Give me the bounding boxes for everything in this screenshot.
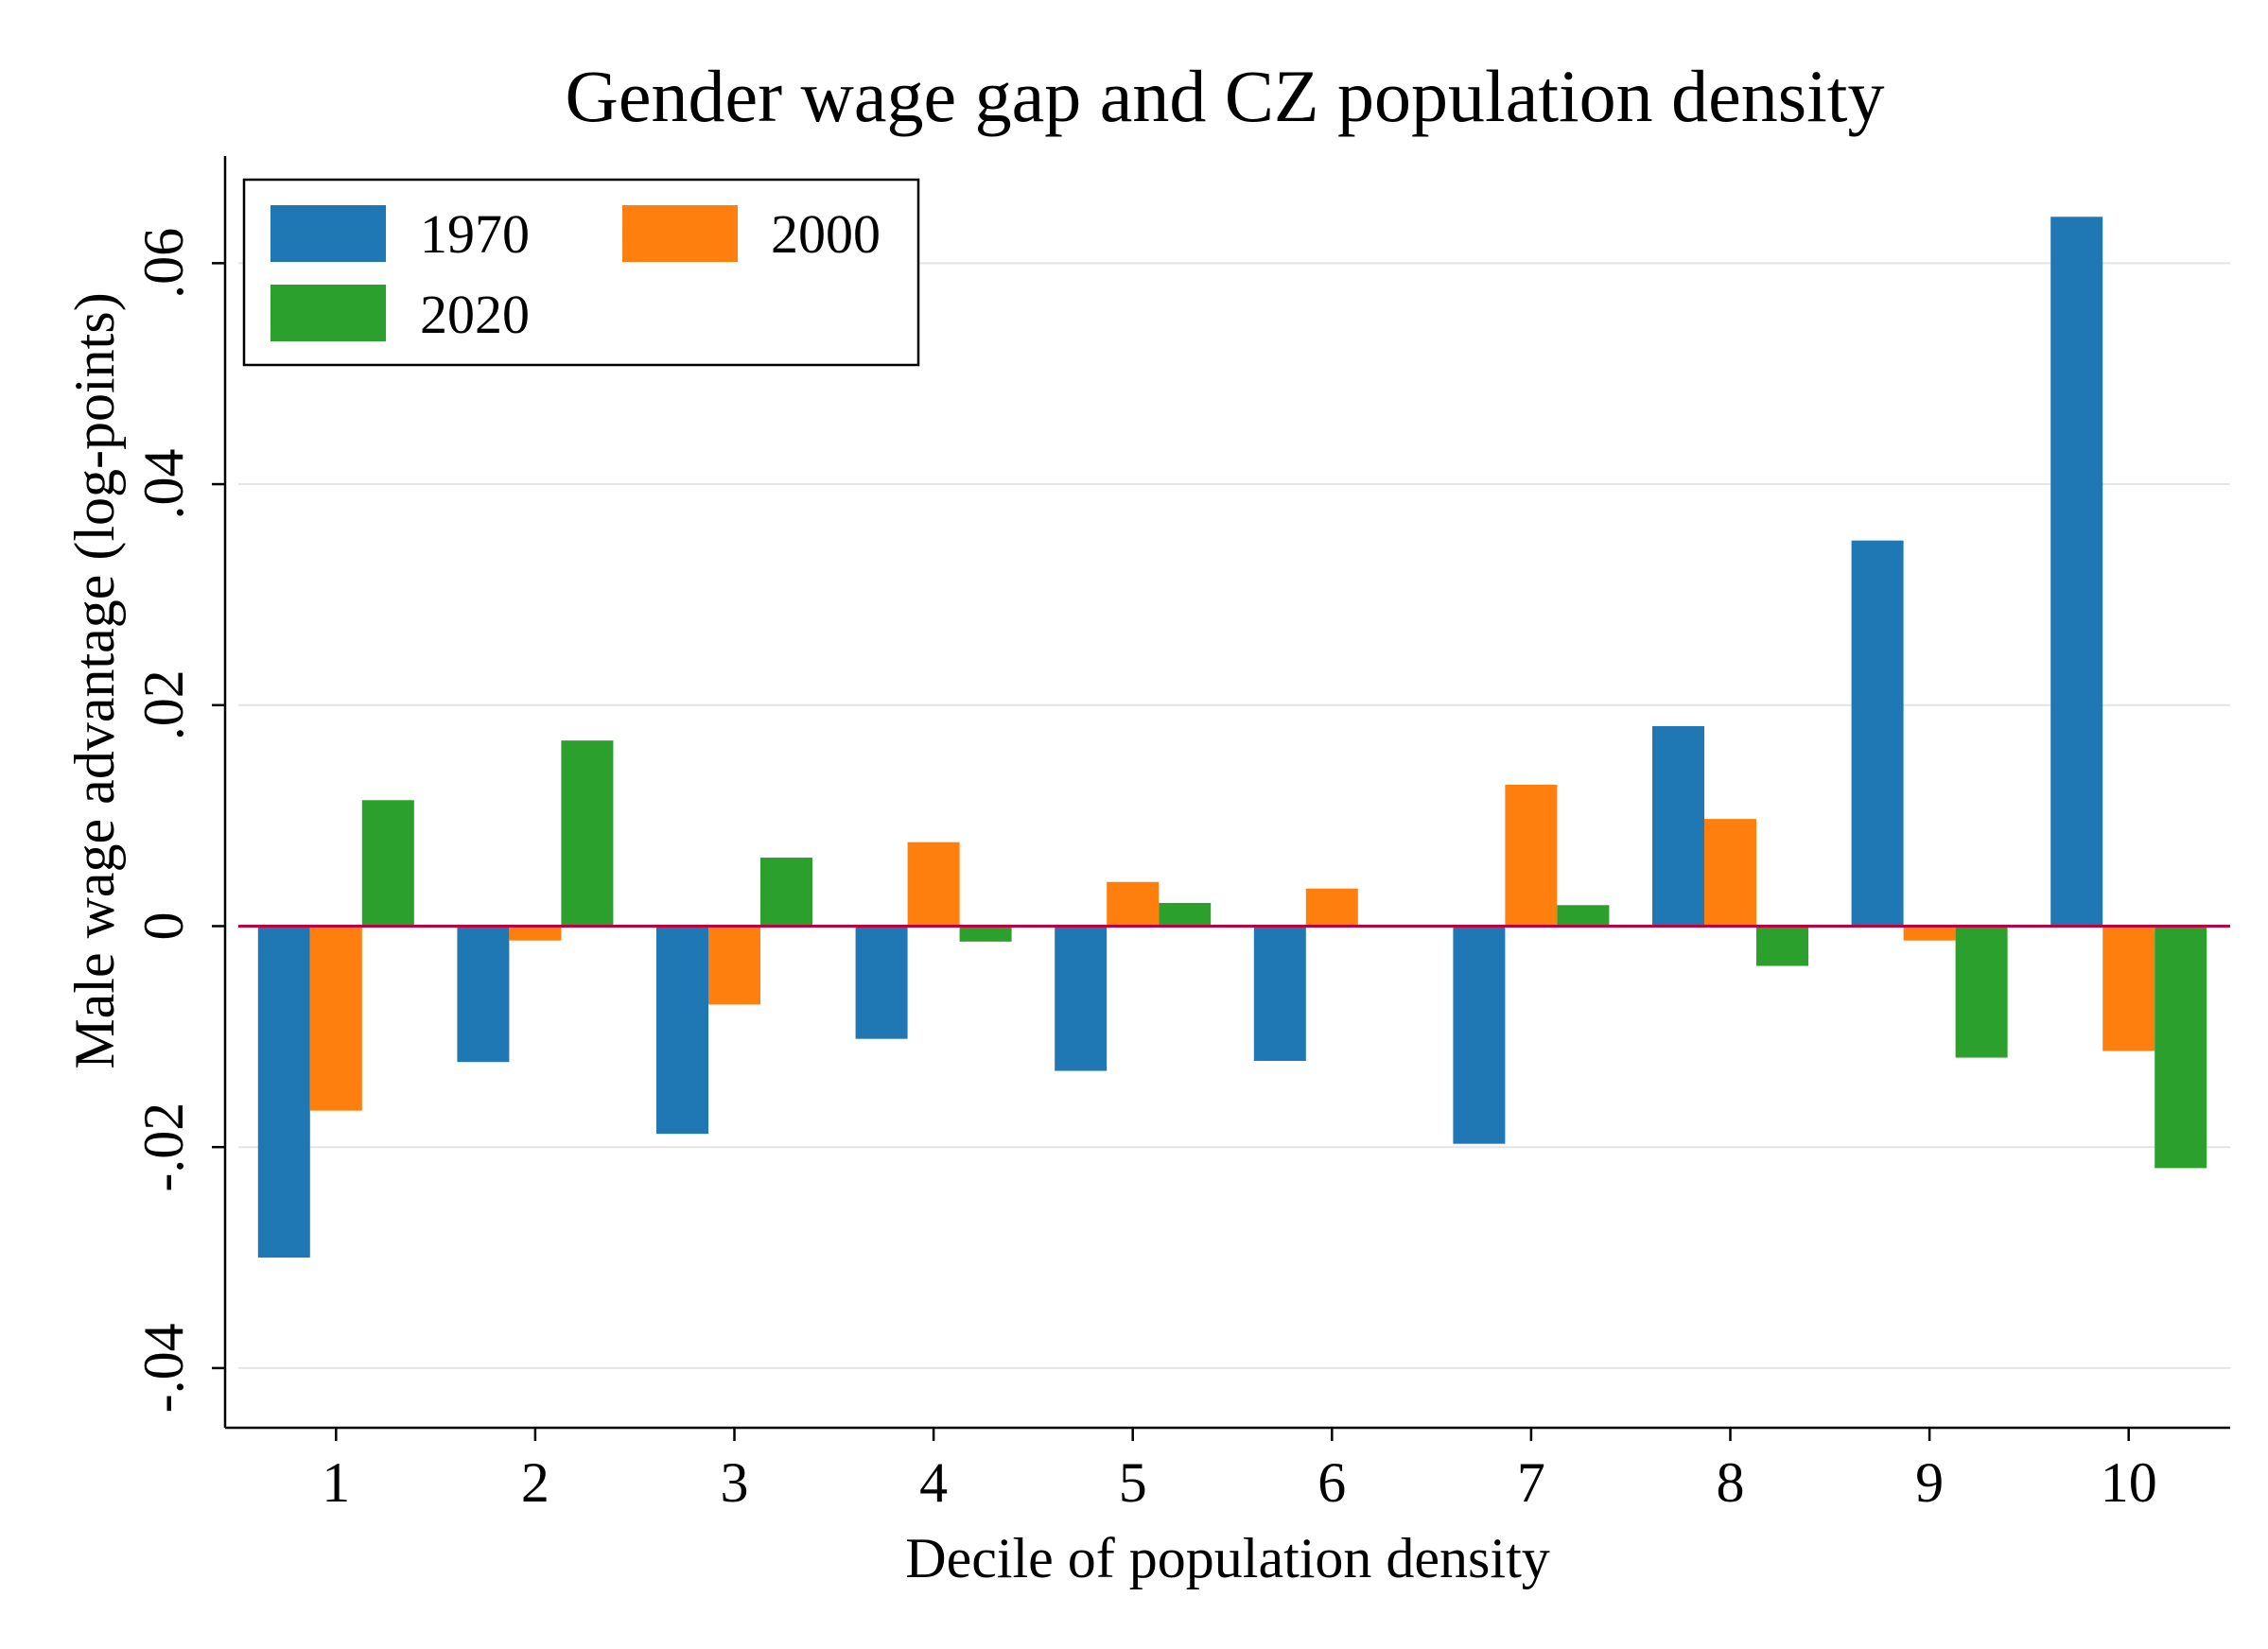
bar-1970-decile-3 — [656, 926, 708, 1135]
bar-2020-decile-4 — [959, 926, 1012, 942]
gridlines — [238, 262, 2230, 1369]
bar-1970-decile-8 — [1652, 725, 1704, 927]
y-tick-label: .02 — [132, 669, 195, 740]
bar-2020-decile-9 — [1955, 926, 2008, 1058]
legend: 1970 2000 2020 — [242, 178, 920, 367]
x-tick-label: 4 — [919, 1451, 948, 1514]
bar-1970-decile-6 — [1253, 926, 1306, 1062]
y-tick-label: -.04 — [132, 1323, 195, 1413]
x-ticks: 1 2 3 4 5 6 7 8 9 10 — [322, 1428, 2157, 1514]
legend-swatch-2000 — [622, 205, 738, 262]
legend-label-1970: 1970 — [420, 203, 530, 265]
bar-2000-decile-3 — [708, 926, 760, 1005]
x-axis-label: Decile of population density — [905, 1527, 1550, 1589]
bars — [257, 217, 2207, 1258]
x-tick-label: 3 — [721, 1451, 749, 1514]
y-tick-label: 0 — [132, 911, 195, 940]
y-axis-label: Male wage advantage (log-points) — [63, 292, 126, 1068]
y-tick-label: .06 — [132, 228, 195, 299]
legend-swatch-2020 — [270, 285, 386, 341]
bar-2020-decile-8 — [1756, 926, 1808, 966]
bar-2000-decile-1 — [309, 926, 362, 1111]
bar-2000-decile-9 — [1903, 926, 1956, 941]
bar-2000-decile-5 — [1107, 881, 1160, 927]
x-tick-label: 2 — [521, 1451, 550, 1514]
bar-1970-decile-2 — [457, 926, 510, 1063]
bar-1970-decile-7 — [1453, 926, 1506, 1144]
chart-title: Gender wage gap and CZ population densit… — [566, 55, 1885, 137]
bar-2000-decile-8 — [1704, 819, 1756, 927]
x-tick-label: 1 — [322, 1451, 350, 1514]
y-tick-label: .04 — [132, 449, 195, 520]
x-tick-label: 9 — [1915, 1451, 1944, 1514]
bar-1970-decile-4 — [855, 926, 908, 1039]
x-tick-label: 7 — [1517, 1451, 1545, 1514]
bar-2020-decile-5 — [1159, 902, 1212, 927]
bar-2020-decile-3 — [760, 858, 812, 927]
bar-2000-decile-7 — [1505, 784, 1558, 927]
x-tick-label: 10 — [2101, 1451, 2157, 1514]
bar-2020-decile-7 — [1557, 905, 1610, 927]
bar-1970-decile-5 — [1055, 926, 1108, 1071]
bar-1970-decile-1 — [257, 926, 310, 1258]
bar-2020-decile-10 — [2155, 926, 2207, 1169]
legend-label-2020: 2020 — [420, 284, 530, 345]
bar-2020-decile-1 — [361, 800, 414, 927]
bar-1970-decile-10 — [2050, 217, 2103, 927]
bar-2000-decile-10 — [2102, 926, 2155, 1051]
bar-2000-decile-6 — [1305, 888, 1358, 927]
legend-label-2000: 2000 — [771, 203, 881, 265]
bar-2000-decile-2 — [509, 926, 562, 941]
bar-2000-decile-4 — [907, 842, 960, 927]
bar-1970-decile-9 — [1851, 540, 1904, 927]
y-ticks: -.04 -.02 0 .02 .04 .06 — [132, 228, 225, 1413]
x-tick-label: 6 — [1317, 1451, 1346, 1514]
x-tick-label: 5 — [1119, 1451, 1147, 1514]
bar-2020-decile-2 — [561, 740, 614, 927]
y-tick-label: -.02 — [132, 1102, 195, 1192]
x-tick-label: 8 — [1717, 1451, 1745, 1514]
legend-swatch-1970 — [270, 205, 386, 262]
